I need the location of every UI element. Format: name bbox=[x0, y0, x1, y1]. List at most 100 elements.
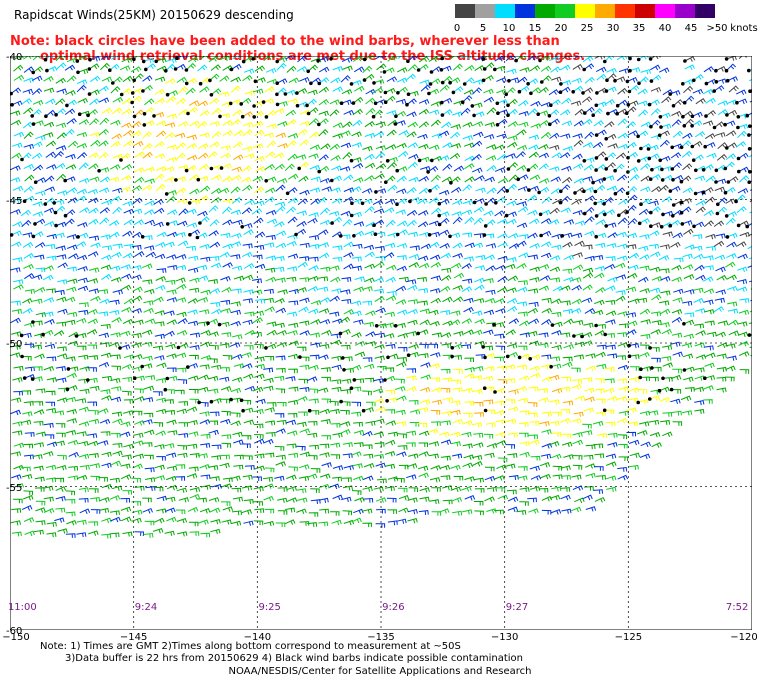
latitude-label: -45 bbox=[6, 195, 23, 207]
wind-barb bbox=[24, 530, 35, 537]
wind-barb bbox=[189, 332, 201, 338]
wind-barb bbox=[629, 377, 640, 383]
contamination-circle bbox=[626, 170, 630, 174]
wind-barb bbox=[99, 298, 110, 305]
wind-barb bbox=[704, 309, 715, 315]
wind-barb bbox=[308, 265, 319, 271]
wind-barb bbox=[56, 296, 67, 303]
wind-barb bbox=[526, 56, 538, 61]
wind-barb bbox=[66, 233, 78, 240]
wind-barb bbox=[35, 500, 46, 506]
wind-barb bbox=[112, 76, 123, 84]
wind-barb bbox=[592, 309, 604, 316]
wind-barb bbox=[519, 85, 530, 93]
wind-barb bbox=[286, 118, 297, 127]
contamination-circle bbox=[384, 180, 388, 184]
wind-barb bbox=[296, 210, 307, 216]
wind-barb bbox=[88, 267, 100, 273]
contamination-circle bbox=[208, 78, 212, 83]
wind-barb bbox=[145, 486, 156, 491]
contamination-circle bbox=[593, 189, 598, 194]
contamination-circle bbox=[540, 80, 544, 84]
wind-barb bbox=[417, 300, 428, 306]
contamination-circle bbox=[383, 90, 388, 95]
wind-barb bbox=[562, 361, 573, 368]
wind-barb bbox=[365, 420, 376, 426]
wind-barb bbox=[484, 475, 496, 482]
wind-barb bbox=[637, 130, 649, 137]
contamination-circle bbox=[31, 320, 35, 324]
wind-barb bbox=[109, 510, 120, 516]
wind-barb bbox=[637, 297, 648, 303]
wind-barb bbox=[364, 73, 375, 81]
wind-barb bbox=[362, 486, 373, 492]
wind-barb bbox=[121, 164, 133, 171]
wind-barb bbox=[22, 88, 34, 95]
wind-barb bbox=[131, 130, 142, 138]
wind-barb bbox=[287, 399, 299, 406]
wind-barb bbox=[164, 132, 176, 139]
wind-barb bbox=[362, 475, 374, 481]
wind-barb bbox=[714, 254, 726, 261]
wind-barb bbox=[450, 124, 461, 130]
contamination-circle bbox=[594, 103, 599, 108]
wind-barb bbox=[340, 429, 351, 435]
wind-barb bbox=[385, 175, 396, 183]
contamination-circle bbox=[428, 82, 433, 86]
contamination-circle bbox=[581, 91, 585, 95]
wind-barb bbox=[45, 244, 56, 250]
wind-barb bbox=[429, 220, 440, 227]
wind-barb bbox=[353, 319, 364, 325]
wind-barb bbox=[614, 76, 626, 82]
wind-barb bbox=[308, 364, 319, 371]
wind-barb bbox=[485, 155, 497, 161]
wind-barb bbox=[527, 194, 538, 202]
contamination-circle bbox=[173, 67, 178, 71]
wind-barb bbox=[650, 251, 661, 258]
wind-barb bbox=[384, 67, 395, 73]
wind-barb bbox=[57, 528, 68, 534]
wind-barb bbox=[277, 487, 288, 492]
wind-barb bbox=[67, 244, 78, 251]
wind-barb bbox=[703, 399, 713, 404]
wind-barb bbox=[485, 409, 496, 415]
wind-barb bbox=[156, 231, 168, 238]
wind-barb bbox=[121, 454, 132, 460]
wind-barb bbox=[32, 141, 43, 148]
wind-barb bbox=[310, 319, 321, 325]
wind-barb bbox=[418, 451, 430, 457]
contamination-circle bbox=[164, 69, 168, 73]
wind-barb bbox=[464, 401, 475, 406]
wind-barb bbox=[684, 64, 695, 71]
wind-barb bbox=[364, 206, 375, 214]
wind-barb bbox=[617, 118, 628, 126]
longitude-label: −145 bbox=[119, 632, 148, 643]
wind-barb bbox=[253, 423, 264, 429]
wind-barb bbox=[640, 163, 651, 171]
wind-barb bbox=[495, 487, 506, 492]
wind-barb bbox=[331, 386, 342, 392]
wind-barb bbox=[65, 533, 76, 538]
wind-barb bbox=[605, 344, 616, 350]
wind-barb bbox=[365, 310, 376, 316]
wind-barb bbox=[22, 232, 33, 238]
wind-barb bbox=[197, 120, 208, 129]
wind-barb bbox=[595, 378, 605, 383]
wind-barb bbox=[276, 78, 288, 84]
wind-barb bbox=[79, 207, 90, 213]
legend-swatch bbox=[655, 4, 675, 18]
wind-barb bbox=[715, 132, 726, 138]
contamination-circle bbox=[670, 145, 674, 150]
wind-barb bbox=[101, 76, 113, 83]
contamination-circle bbox=[111, 81, 115, 85]
wind-barb bbox=[430, 101, 442, 107]
wind-barb bbox=[605, 133, 617, 140]
wind-barb bbox=[528, 151, 539, 159]
contamination-circle bbox=[10, 103, 14, 107]
wind-barb bbox=[45, 390, 56, 396]
wind-barb bbox=[276, 341, 288, 348]
wind-barb bbox=[298, 161, 309, 169]
wind-barb bbox=[142, 142, 153, 151]
wind-barb bbox=[419, 156, 430, 163]
wind-barb bbox=[419, 343, 429, 349]
